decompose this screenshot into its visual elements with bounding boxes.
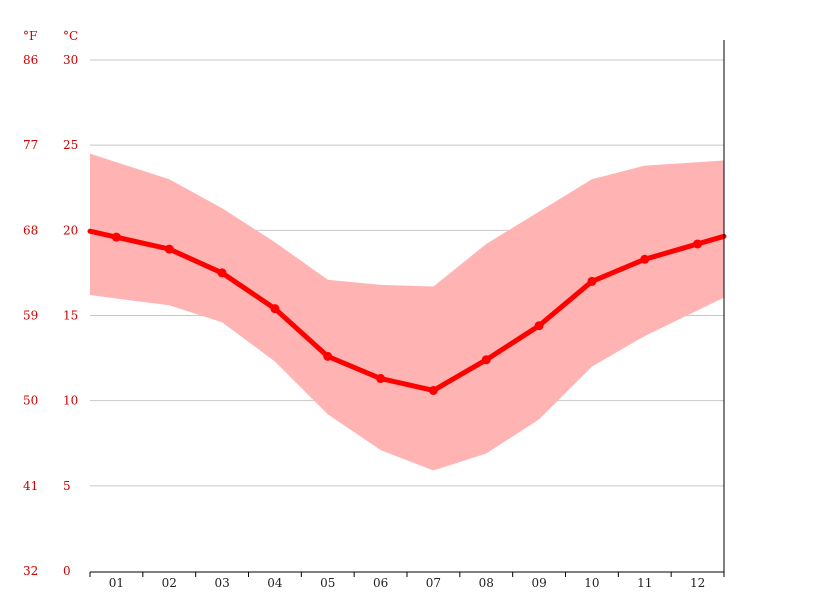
mean-point-10 <box>587 276 597 286</box>
x-axis-ticks <box>89 572 725 577</box>
y-tick-celsius-10: 10 <box>63 394 78 408</box>
x-tick-label-06: 06 <box>373 576 388 590</box>
fahrenheit-unit-label: °F <box>23 29 37 43</box>
mean-point-09 <box>534 321 544 331</box>
mean-point-12 <box>693 239 703 249</box>
mean-point-08 <box>481 355 491 365</box>
mean-temperature-line <box>87 228 727 393</box>
celsius-unit-label: °C <box>63 29 78 43</box>
x-axis-labels: 01 02 03 04 05 06 07 08 09 10 11 12 <box>109 576 705 590</box>
x-tick-label-03: 03 <box>214 576 229 590</box>
mean-point-06 <box>376 374 386 384</box>
mean-point-11 <box>640 254 650 264</box>
x-tick-label-09: 09 <box>531 576 546 590</box>
y-tick-fahrenheit-41: 41 <box>23 479 38 493</box>
mean-point-02 <box>164 244 174 254</box>
mean-point-05 <box>323 351 333 361</box>
x-tick-label-10: 10 <box>584 576 599 590</box>
y-tick-fahrenheit-86: 86 <box>23 53 38 67</box>
y-tick-celsius-15: 15 <box>63 309 78 323</box>
y-tick-fahrenheit-32: 32 <box>23 564 38 578</box>
y-tick-celsius-20: 20 <box>63 223 78 237</box>
mean-temperature-points <box>111 232 703 395</box>
x-tick-label-11: 11 <box>637 576 652 590</box>
mean-point-01 <box>111 232 121 242</box>
x-tick-label-07: 07 <box>426 576 441 590</box>
mean-point-03 <box>217 268 227 278</box>
x-tick-label-12: 12 <box>690 576 705 590</box>
x-tick-label-05: 05 <box>320 576 335 590</box>
x-tick-label-04: 04 <box>267 576 283 590</box>
y-tick-fahrenheit-77: 77 <box>23 138 38 152</box>
mean-point-04 <box>270 304 280 314</box>
x-tick-label-08: 08 <box>479 576 494 590</box>
mean-point-07 <box>428 385 438 395</box>
y-tick-celsius-0: 0 <box>63 564 71 578</box>
y-tick-celsius-5: 5 <box>63 479 71 493</box>
y-tick-fahrenheit-59: 59 <box>23 309 38 323</box>
y-tick-fahrenheit-68: 68 <box>23 223 38 237</box>
y-tick-fahrenheit-50: 50 <box>23 394 38 408</box>
y-tick-celsius-25: 25 <box>63 138 78 152</box>
temperature-range-band <box>90 153 724 471</box>
y-axis-labels: 32 0 41 5 50 10 59 15 68 20 77 25 86 30 <box>23 53 78 578</box>
y-tick-celsius-30: 30 <box>63 53 78 67</box>
x-tick-label-01: 01 <box>109 576 124 590</box>
x-tick-label-02: 02 <box>162 576 177 590</box>
